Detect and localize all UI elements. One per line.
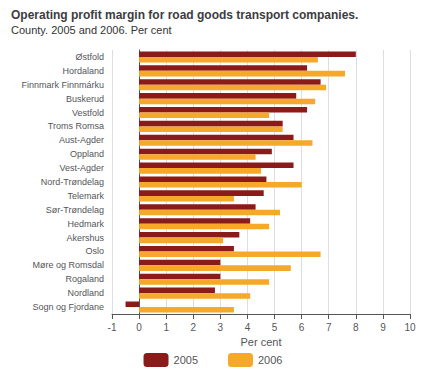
svg-text:2: 2 <box>190 322 196 333</box>
svg-text:Operating profit margin for ro: Operating profit margin for road goods t… <box>11 8 358 22</box>
svg-text:6: 6 <box>299 322 305 333</box>
svg-text:10: 10 <box>404 322 416 333</box>
svg-text:Buskerud: Buskerud <box>66 94 104 104</box>
svg-text:0: 0 <box>136 322 142 333</box>
svg-text:Oslo: Oslo <box>85 246 104 256</box>
svg-text:2006: 2006 <box>258 354 282 366</box>
svg-text:Hedmark: Hedmark <box>67 219 104 229</box>
svg-text:Aust-Agder: Aust-Agder <box>59 135 104 145</box>
svg-text:Rogaland: Rogaland <box>65 274 104 284</box>
svg-text:5: 5 <box>272 322 278 333</box>
svg-text:Nord-Trøndelag: Nord-Trøndelag <box>41 177 104 187</box>
svg-text:Telemark: Telemark <box>67 191 104 201</box>
svg-text:8: 8 <box>353 322 359 333</box>
svg-text:County. 2005 and 2006. Per cen: County. 2005 and 2006. Per cent <box>11 24 172 36</box>
svg-text:Sogn og Fjordane: Sogn og Fjordane <box>32 302 104 312</box>
svg-text:Akershus: Akershus <box>66 233 104 243</box>
svg-text:Oppland: Oppland <box>70 149 104 159</box>
svg-text:9: 9 <box>380 322 386 333</box>
svg-text:2005: 2005 <box>174 354 198 366</box>
svg-text:-1: -1 <box>108 322 117 333</box>
svg-text:Troms Romsa: Troms Romsa <box>48 121 104 131</box>
svg-text:Sør-Trøndelag: Sør-Trøndelag <box>46 205 104 215</box>
svg-text:7: 7 <box>326 322 332 333</box>
svg-text:Østfold: Østfold <box>75 52 104 62</box>
svg-text:Vest-Agder: Vest-Agder <box>59 163 104 173</box>
svg-text:3: 3 <box>218 322 224 333</box>
svg-text:Møre og Romsdal: Møre og Romsdal <box>32 260 104 270</box>
svg-text:Nordland: Nordland <box>67 288 104 298</box>
svg-text:Vestfold: Vestfold <box>72 108 104 118</box>
svg-text:Hordaland: Hordaland <box>62 66 104 76</box>
svg-text:1: 1 <box>163 322 169 333</box>
svg-text:Finnmark Finnmárku: Finnmark Finnmárku <box>21 80 104 90</box>
svg-text:4: 4 <box>245 322 251 333</box>
svg-text:Per cent: Per cent <box>241 336 282 348</box>
